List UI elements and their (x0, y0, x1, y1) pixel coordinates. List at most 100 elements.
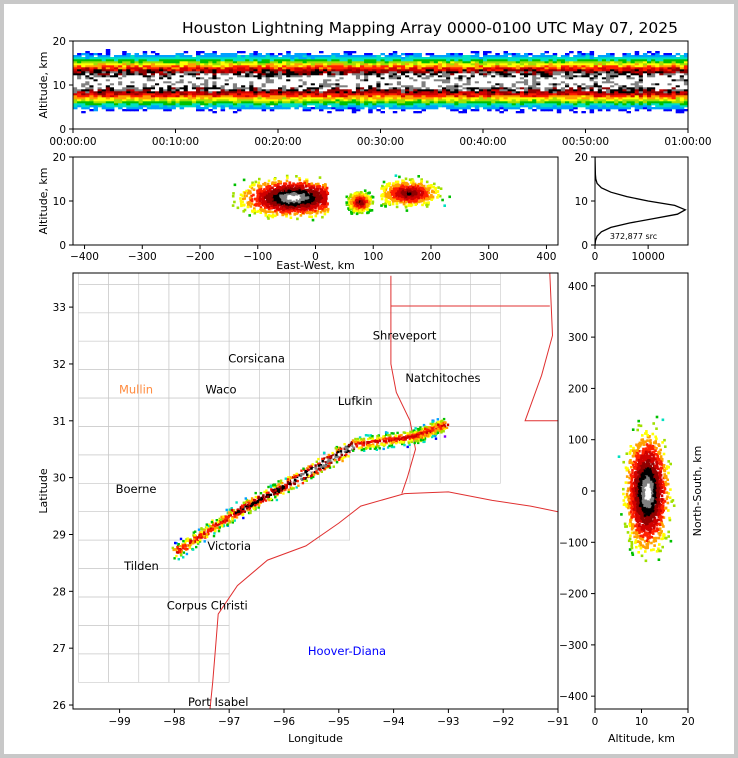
th-cell (118, 83, 123, 86)
th-cell (114, 95, 119, 98)
th-cell (191, 81, 197, 84)
th-cell (532, 67, 537, 70)
th-cell (683, 77, 688, 80)
th-cell (351, 99, 357, 102)
ew-point (317, 182, 320, 186)
th-cell (474, 87, 480, 90)
th-cell (306, 75, 312, 78)
th-cell (360, 97, 365, 100)
th-cell (187, 83, 193, 86)
th-cell (261, 109, 267, 112)
th-cell (146, 75, 152, 78)
th-cell (524, 101, 529, 104)
th-cell (171, 63, 176, 66)
th-cell (532, 97, 537, 100)
th-cell (610, 67, 615, 70)
th-cell (536, 103, 541, 106)
th-cell (273, 65, 279, 68)
th-cell (450, 97, 455, 100)
th-cell (163, 95, 168, 98)
th-cell (212, 83, 217, 86)
th-cell (560, 63, 566, 66)
th-cell (392, 75, 398, 78)
th-cell (196, 95, 201, 98)
th-cell (663, 89, 668, 92)
th-cell (560, 101, 566, 104)
th-cell (216, 81, 221, 84)
th-cell (659, 59, 664, 62)
th-cell (446, 89, 451, 92)
th-cell (73, 71, 78, 74)
th-cell (327, 77, 332, 80)
th-cell (647, 81, 652, 84)
th-cell (228, 73, 234, 76)
th-cell (667, 59, 672, 62)
th-cell (335, 77, 340, 80)
th-cell (290, 69, 295, 72)
th-cell (85, 55, 90, 58)
th-cell (146, 105, 152, 108)
th-cell (597, 55, 603, 58)
th-cell (405, 63, 410, 66)
th-cell (81, 111, 86, 114)
th-cell (552, 97, 558, 100)
th-cell (450, 95, 455, 98)
th-cell (146, 55, 152, 58)
th-cell (114, 67, 119, 70)
th-cell (565, 83, 570, 86)
th-cell (302, 57, 308, 60)
th-cell (511, 57, 517, 60)
th-cell (368, 79, 373, 82)
th-cell (638, 97, 644, 100)
th-cell (212, 79, 217, 82)
th-cell (163, 67, 168, 70)
th-cell (351, 73, 357, 76)
th-cell (187, 59, 193, 62)
th-cell (384, 99, 390, 102)
th-cell (208, 91, 213, 94)
th-cell (663, 77, 668, 80)
th-cell (282, 93, 287, 96)
th-cell (196, 89, 201, 92)
th-cell (442, 101, 447, 104)
th-cell (638, 75, 644, 78)
th-cell (196, 57, 201, 60)
th-cell (273, 99, 279, 102)
th-cell (228, 57, 234, 60)
th-cell (97, 57, 103, 60)
th-cell (171, 71, 176, 74)
th-cell (417, 111, 422, 114)
th-cell (487, 87, 492, 90)
th-cell (638, 65, 644, 68)
th-cell (282, 57, 287, 60)
th-cell (228, 59, 234, 62)
th-cell (433, 77, 439, 80)
th-cell (524, 77, 529, 80)
th-cell (245, 55, 250, 58)
th-cell (450, 107, 455, 110)
th-cell (282, 101, 287, 104)
th-cell (163, 99, 168, 102)
th-cell (560, 83, 566, 86)
th-cell (671, 55, 677, 58)
th-cell (159, 63, 164, 66)
th-cell (642, 81, 648, 84)
th-cell (93, 53, 98, 56)
th-cell (212, 97, 217, 100)
th-cell (89, 53, 94, 56)
th-cell (601, 105, 607, 108)
th-cell (433, 67, 439, 70)
th-cell (306, 95, 312, 98)
th-cell (417, 87, 422, 90)
th-cell (634, 97, 640, 100)
th-cell (548, 95, 554, 98)
th-cell (269, 55, 275, 58)
th-cell (491, 93, 496, 96)
th-cell (314, 101, 320, 104)
th-cell (310, 79, 316, 82)
th-cell (618, 77, 623, 80)
th-cell (249, 55, 254, 58)
th-cell (163, 81, 168, 84)
th-cell (437, 59, 443, 62)
th-cell (409, 91, 414, 94)
